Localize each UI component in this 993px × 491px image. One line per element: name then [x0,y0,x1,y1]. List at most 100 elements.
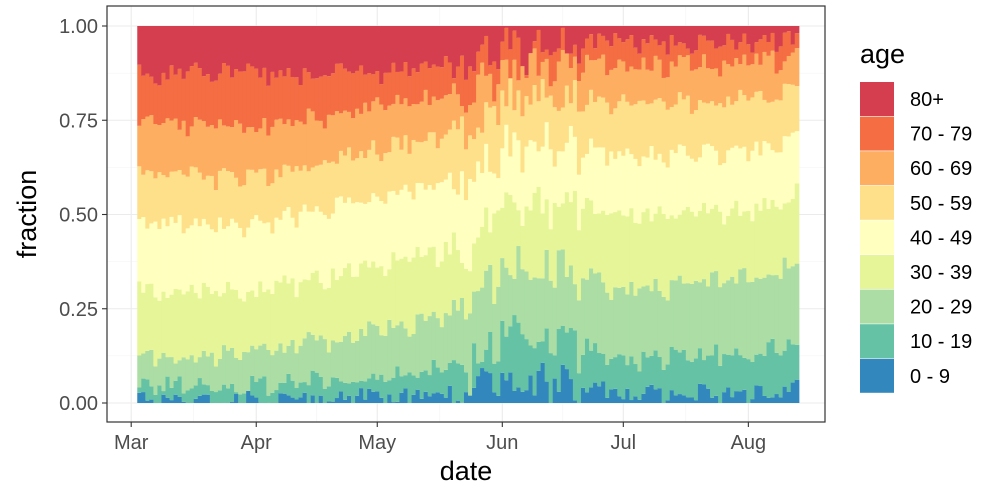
bar-segment [278,382,284,394]
bar-segment [790,26,796,45]
bar-segment [451,83,457,121]
bar-segment [617,38,622,60]
y-tick-label: 0.25 [59,299,98,321]
bar-segment [693,216,699,281]
bar-segment [786,136,792,203]
bar-segment [770,275,776,339]
bar-segment [617,354,622,397]
bar-segment [371,261,376,325]
bar-segment [758,155,764,211]
bar-segment [342,26,348,69]
bar-segment [411,199,417,258]
bar-segment [536,278,542,342]
bar-segment [597,33,602,59]
bar-segment [512,110,518,133]
bar-segment [568,328,574,380]
bar-segment [322,128,328,161]
bar-segment [149,115,154,172]
bar-segment [528,26,534,54]
bar-segment [286,283,292,346]
bar-segment [459,26,465,56]
bar-segment [387,105,392,153]
bar-segment [580,48,586,73]
bar-segment [439,327,445,373]
bar-segment [197,26,203,69]
bar-segment [326,162,332,219]
bar-segment [153,124,159,179]
bar-segment [536,370,542,403]
bar-segment [197,298,203,358]
bar-segment [718,26,723,47]
bar-segment [161,394,167,403]
bar-segment [181,294,187,358]
bar-segment [407,76,413,107]
bar-segment [722,60,727,108]
bar-segment [597,272,602,354]
bar-segment [584,197,590,280]
bar-segment [572,56,578,81]
bar-segment [290,397,296,403]
bar-segment [157,358,163,386]
bar-segment [403,26,409,63]
bar-segment [157,125,163,173]
bar-segment [480,287,485,362]
bar-segment [762,198,768,278]
bar-segment [314,78,320,121]
legend-label: 80+ [910,89,944,111]
legend-swatch [860,289,894,324]
bar-segment [459,364,465,403]
bar-segment [302,26,308,69]
bar-segment [391,377,397,403]
bar-segment [338,381,344,392]
bar-segment [213,26,219,81]
bar-segment [589,60,594,90]
bar-segment [221,345,227,385]
bar-segment [500,320,505,373]
bar-segment [137,355,142,388]
bar-segment [185,176,191,229]
bar-segment [193,362,199,386]
bar-segment [576,63,582,82]
bar-segment [355,276,360,341]
bar-segment [697,282,703,349]
bar-segment [407,106,413,154]
bar-segment [556,48,562,62]
bar-segment [665,109,671,168]
bar-segment [758,90,764,156]
bar-segment [653,55,659,100]
bar-segment [157,26,163,86]
bar-segment [355,340,360,383]
bar-segment [742,33,747,55]
bar-segment [411,139,417,200]
bar-segment [294,166,300,228]
bar-segment [580,208,586,279]
bar-segment [770,150,776,200]
bar-segment [447,129,453,173]
bar-segment [205,394,211,403]
bar-segment [794,26,800,34]
bar-segment [157,300,163,359]
bar-segment [169,400,175,403]
bar-segment [536,101,542,152]
bar-segment [230,127,235,173]
bar-segment [242,393,247,403]
bar-segment [629,154,634,209]
bar-segment [504,380,509,403]
bar-segment [677,394,683,403]
bar-segment [613,158,618,213]
bar-segment [790,52,796,85]
bar-segment [685,48,691,56]
bar-segment [238,186,243,229]
bar-segment [310,111,316,168]
bar-segment [254,215,259,297]
bar-segment [722,45,727,61]
bar-segment [330,401,336,403]
bar-segment [504,106,509,125]
bar-segment [161,352,167,392]
bar-segment [403,184,409,257]
bar-segment [282,76,288,125]
bar-segment [689,283,695,362]
bar-segment [568,103,574,126]
bar-segment [459,171,465,263]
bar-segment [766,397,772,403]
